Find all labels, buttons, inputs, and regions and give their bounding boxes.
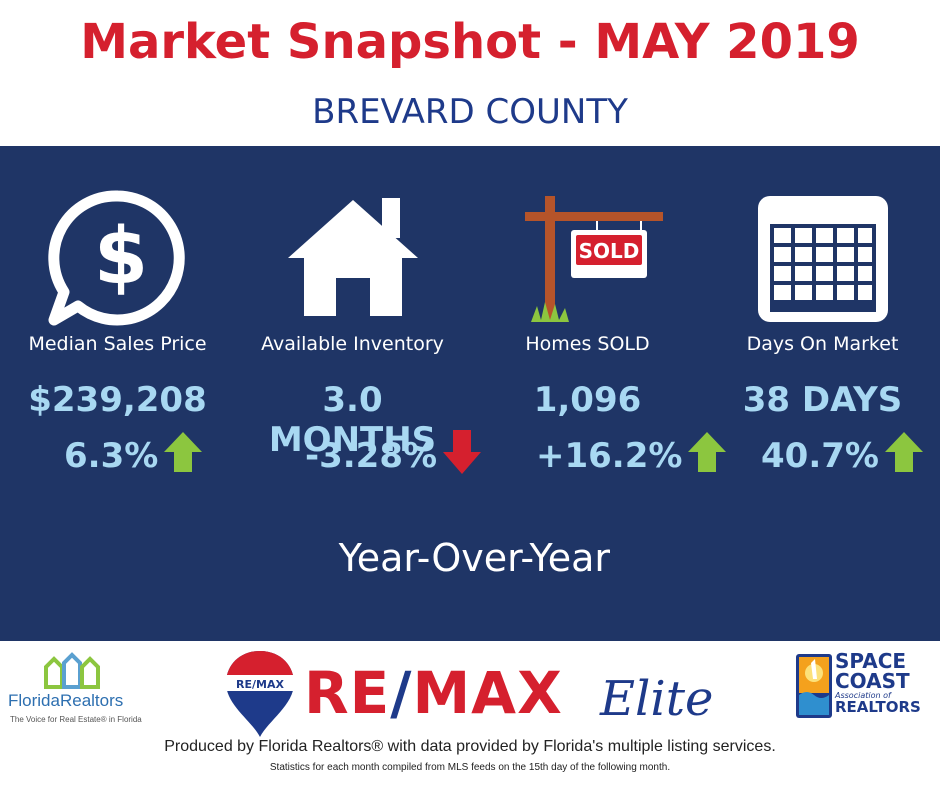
svg-text:$: $ (93, 212, 147, 302)
calendar-icon (705, 188, 940, 328)
metric-value: $239,208 (28, 380, 207, 420)
arrow-up-icon (162, 430, 204, 483)
metric-value: 38 DAYS (742, 380, 903, 420)
remax-balloon-text: RE/MAX (236, 678, 284, 691)
florida-realtors-tagline: The Voice for Real Estate® in Florida (10, 715, 142, 724)
metric-change: +16.2% (536, 430, 728, 483)
florida-realtors-name-part1: Florida (8, 691, 60, 710)
metric-label: Available Inventory (261, 333, 444, 355)
metric-median-sales-price: $ Median Sales Price $239,208 6.3% (0, 146, 235, 641)
metric-value: 1,096 (533, 380, 642, 420)
space-coast-logo: SPACE COAST Association of REALTORS (795, 651, 930, 731)
metric-homes-sold: SOLD Homes SOLD 1,096 +16.2% (470, 146, 727, 641)
dollar-speech-bubble-icon: $ (0, 188, 235, 328)
county-subtitle: BREVARD COUNTY (312, 92, 628, 132)
remax-wordmark-part1: RE (304, 659, 391, 727)
florida-realtors-houses-icon (44, 652, 100, 689)
arrow-down-icon (441, 428, 483, 485)
elite-wordmark: Elite (600, 671, 714, 727)
space-coast-line2: COAST (835, 669, 910, 693)
florida-realtors-logo: FloridaRealtors The Voice for Real Estat… (8, 647, 142, 737)
metric-label: Homes SOLD (525, 333, 650, 355)
produced-by-note: Produced by Florida Realtors® with data … (164, 738, 776, 755)
metric-change: 40.7% (761, 430, 925, 483)
metric-change-text: -3.28% (305, 436, 438, 476)
remax-wordmark: RE/MAX (304, 659, 563, 727)
space-coast-line1: SPACE (835, 649, 907, 673)
remax-balloon-icon: RE/MAX (226, 651, 294, 737)
florida-realtors-name-part2: Realtors (59, 691, 124, 710)
metric-change-text: 6.3% (64, 436, 159, 476)
metric-value: 3.0 MONTHS (268, 380, 437, 460)
footer-logos: FloridaRealtors The Voice for Real Estat… (0, 641, 940, 741)
arrow-up-icon (686, 430, 728, 483)
metric-change: -3.28% (305, 429, 483, 480)
metric-available-inventory: Available Inventory 3.0 MONTHS -3.28% (235, 146, 482, 641)
svg-text:SOLD: SOLD (578, 239, 639, 263)
metric-change-text: +16.2% (536, 436, 683, 476)
remax-wordmark-slash: / (390, 659, 413, 727)
metric-label: Days On Market (746, 333, 899, 355)
period-label: Year-Over-Year (338, 536, 610, 580)
space-coast-text: SPACE COAST Association of REALTORS (835, 651, 921, 715)
space-coast-line4: REALTORS (835, 698, 921, 716)
space-coast-line3: Association of (835, 691, 891, 700)
sold-sign-icon: SOLD (470, 188, 705, 328)
metric-days-on-market: Days On Market 38 DAYS 40.7% (705, 146, 940, 641)
metric-label: Median Sales Price (28, 333, 207, 355)
arrow-up-icon (883, 430, 925, 483)
page-title: Market Snapshot - MAY 2019 (80, 14, 860, 70)
metric-change: 6.3% (64, 430, 204, 483)
house-icon (235, 188, 470, 328)
florida-realtors-name: FloridaRealtors (8, 691, 123, 711)
metrics-panel: $ Median Sales Price $239,208 6.3% Avail… (0, 146, 940, 641)
remax-wordmark-part2: MAX (412, 659, 563, 727)
statistics-note: Statistics for each month compiled from … (269, 762, 671, 773)
space-coast-emblem-icon (796, 654, 832, 718)
metric-change-text: 40.7% (761, 436, 879, 476)
remax-elite-logo: RE/MAX RE/MAX Elite (222, 649, 752, 739)
